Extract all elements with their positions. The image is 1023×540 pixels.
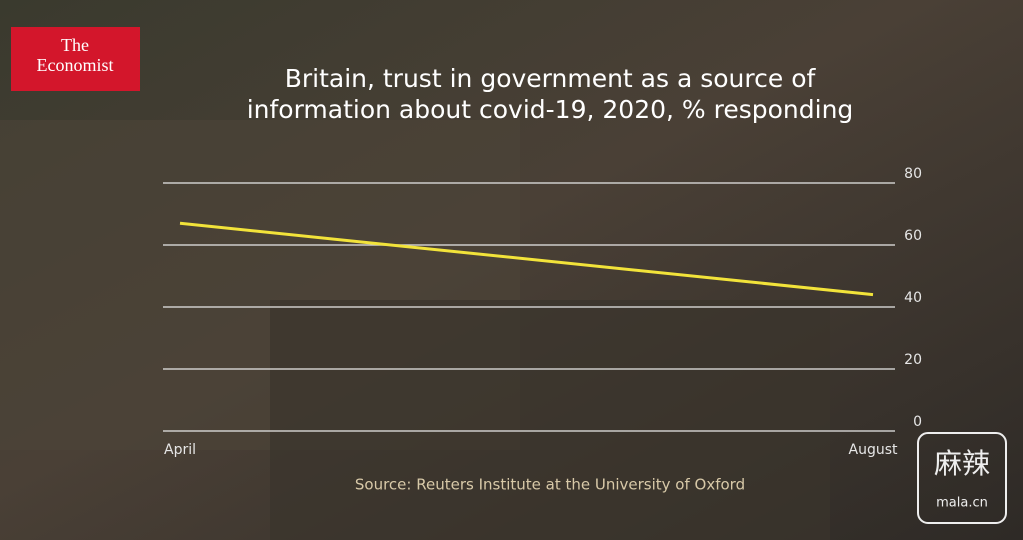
data-line xyxy=(179,221,874,297)
watermark-box xyxy=(917,432,1007,524)
y-tick-label: 0 xyxy=(913,414,922,430)
building xyxy=(270,300,830,540)
logo-box xyxy=(11,27,140,91)
y-tick-label: 60 xyxy=(904,228,922,244)
watermark-site: mala.cn xyxy=(936,496,988,511)
x-tick-label: August xyxy=(849,442,899,458)
y-tick-label: 40 xyxy=(904,290,922,306)
chart-title: Britain, trust in government as a source… xyxy=(285,64,817,93)
x-tick-label: April xyxy=(164,442,196,458)
chart-title: information about covid-19, 2020, % resp… xyxy=(247,95,854,124)
watermark-text: 麻辣 xyxy=(934,447,990,480)
y-tick-label: 80 xyxy=(904,166,922,182)
logo-text: The xyxy=(61,35,89,55)
logo-text: Economist xyxy=(37,55,114,75)
source: Source: Reuters Institute at the Univers… xyxy=(355,476,745,494)
y-tick-label: 20 xyxy=(904,352,922,368)
